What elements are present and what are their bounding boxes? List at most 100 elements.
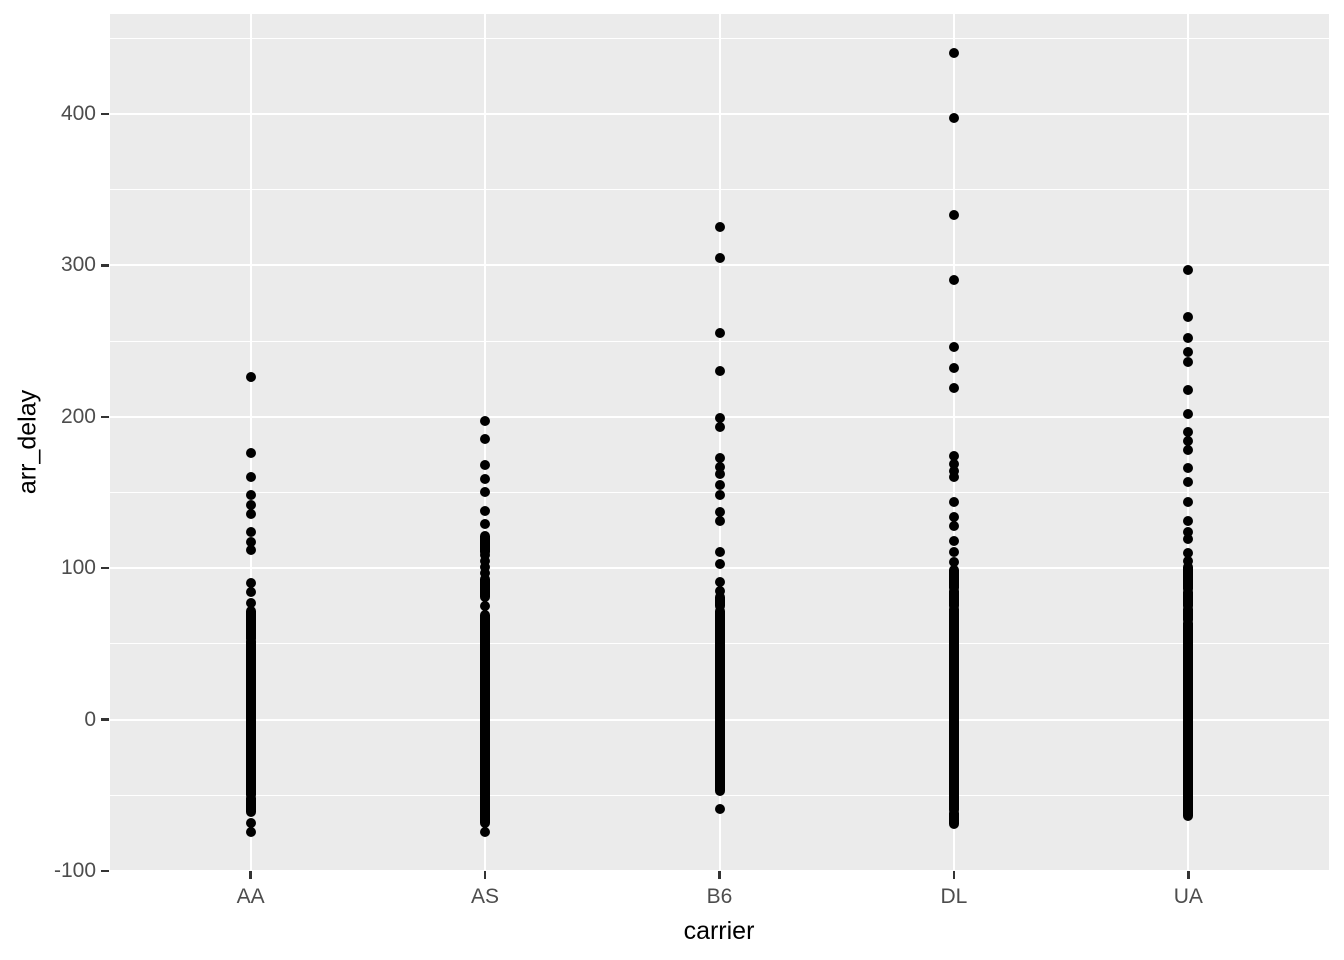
x-tick-mark <box>1187 871 1190 879</box>
x-tick-label: DL <box>940 885 968 908</box>
x-tick-label: UA <box>1173 885 1203 908</box>
data-point <box>1183 463 1194 474</box>
data-point <box>714 469 725 480</box>
strip-segment <box>1183 604 1194 625</box>
strip-segment <box>948 604 959 816</box>
data-point <box>948 520 959 531</box>
x-tick-mark <box>483 871 487 879</box>
strip-segment <box>714 605 725 796</box>
data-point <box>714 422 725 433</box>
data-point <box>245 578 256 589</box>
strip-segment <box>1183 617 1194 822</box>
data-point <box>948 363 959 374</box>
data-point <box>948 496 959 507</box>
data-point <box>245 448 256 459</box>
data-point <box>245 472 256 483</box>
data-point <box>1183 445 1194 456</box>
data-point <box>714 490 725 501</box>
data-point <box>1183 264 1194 275</box>
category-gridline <box>952 14 955 871</box>
data-point <box>1183 333 1194 344</box>
data-point <box>714 328 725 339</box>
strip-segment <box>948 808 959 830</box>
data-point <box>714 558 725 569</box>
data-point <box>948 458 959 469</box>
data-point <box>948 451 959 462</box>
data-point <box>714 507 725 518</box>
strip-segment <box>1183 587 1194 612</box>
strip-segment <box>480 531 491 557</box>
data-point <box>714 222 725 233</box>
data-point <box>948 472 959 483</box>
data-point <box>480 434 491 445</box>
data-point <box>245 537 256 548</box>
data-point <box>245 372 256 383</box>
y-tick-mark <box>101 566 109 570</box>
data-point <box>480 473 491 484</box>
data-point <box>480 549 491 560</box>
data-point <box>948 48 959 59</box>
data-point <box>1183 357 1194 368</box>
data-point <box>480 519 491 530</box>
plot-panel <box>110 14 1329 872</box>
data-point <box>714 803 725 814</box>
data-point <box>480 567 491 578</box>
data-point <box>714 546 725 557</box>
data-point <box>1183 476 1194 487</box>
data-point <box>1183 408 1194 419</box>
data-point <box>245 545 256 555</box>
data-point <box>948 546 959 557</box>
data-point <box>714 366 725 377</box>
data-point <box>1183 496 1194 507</box>
data-point <box>480 601 491 612</box>
data-point <box>1183 548 1194 559</box>
x-tick-mark <box>952 871 956 879</box>
data-point <box>480 826 491 837</box>
data-point <box>480 555 491 566</box>
data-point <box>948 511 959 522</box>
y-tick-mark <box>101 112 109 116</box>
x-axis-title: carrier <box>683 917 755 945</box>
data-point <box>714 516 725 527</box>
data-point <box>1183 555 1194 566</box>
data-point <box>1183 534 1194 545</box>
y-tick-label: -100 <box>53 859 96 882</box>
data-point <box>948 535 959 546</box>
x-tick-label: AS <box>471 885 500 908</box>
strip-segment <box>948 564 959 593</box>
strip-segment <box>480 573 491 602</box>
data-point <box>948 342 959 353</box>
y-tick-mark <box>101 264 109 267</box>
data-point <box>245 499 256 510</box>
data-point <box>1183 435 1194 446</box>
data-point <box>245 597 256 608</box>
y-tick-label: 100 <box>60 556 96 580</box>
y-tick-label: 400 <box>60 101 96 125</box>
y-tick-label: 300 <box>60 253 96 277</box>
x-tick-mark <box>249 871 252 879</box>
data-point <box>1183 311 1194 322</box>
data-point <box>948 466 959 477</box>
data-point <box>714 461 725 472</box>
data-point <box>480 561 491 572</box>
strip-segment <box>245 635 256 801</box>
strip-segment <box>245 793 256 817</box>
data-point <box>245 490 256 501</box>
data-point <box>1183 384 1194 395</box>
data-point <box>948 382 959 393</box>
data-point <box>1183 516 1194 527</box>
data-point <box>714 585 725 596</box>
data-point <box>480 505 491 516</box>
strip-segment <box>480 610 491 828</box>
data-point <box>245 526 256 537</box>
x-tick-label: B6 <box>706 885 733 908</box>
data-point <box>245 587 256 598</box>
x-tick-mark <box>718 871 721 879</box>
data-point <box>714 413 725 424</box>
data-point <box>480 416 491 427</box>
data-point <box>948 275 959 286</box>
data-point <box>714 479 725 490</box>
category-gridline <box>718 14 721 871</box>
data-point <box>948 557 959 568</box>
